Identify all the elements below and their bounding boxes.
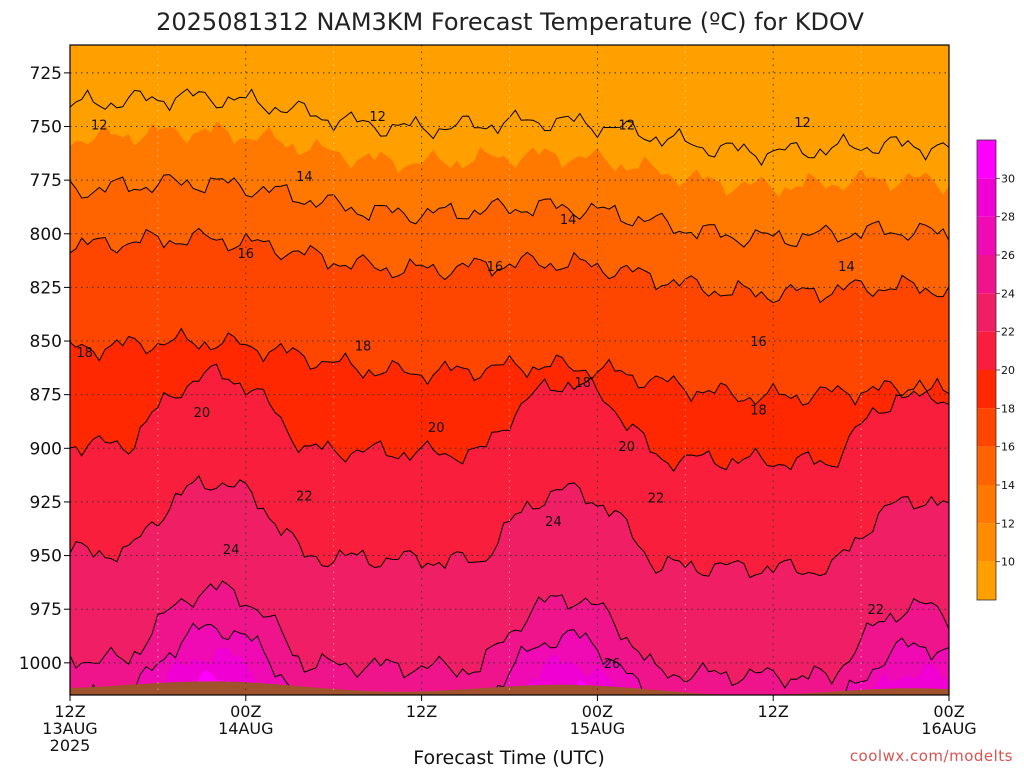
contour-label-13: 18 bbox=[750, 404, 767, 419]
y-tick-label-1000: 1000 bbox=[19, 654, 62, 674]
x-tick-label-5-0: 00Z bbox=[933, 702, 964, 721]
plot-frame bbox=[69, 44, 950, 696]
y-tick-label-850: 850 bbox=[30, 332, 62, 352]
contour-label-12: 18 bbox=[574, 376, 591, 391]
colorbar-band-2 bbox=[977, 485, 996, 524]
contour-label-0: 12 bbox=[91, 118, 108, 133]
colorbar-label-9: 28 bbox=[1001, 211, 1015, 224]
colorbar-label-4: 18 bbox=[1001, 402, 1015, 415]
colorbar-band-7 bbox=[977, 293, 996, 332]
x-tick-label-1-1: 14AUG bbox=[218, 719, 273, 738]
contour-label-6: 14 bbox=[838, 260, 855, 275]
colorbar-band-1 bbox=[977, 523, 996, 562]
colorbar-label-3: 16 bbox=[1001, 441, 1015, 454]
colorbar-band-11 bbox=[977, 140, 996, 179]
contour-label-20: 24 bbox=[223, 543, 240, 558]
contour-label-8: 16 bbox=[487, 260, 504, 275]
contour-label-5: 14 bbox=[560, 213, 577, 228]
x-tick-label-5-1: 16AUG bbox=[921, 719, 976, 738]
grid-lines bbox=[70, 45, 949, 695]
colorbar: 10 12 14 16 18 20 22 24 26 28 30 bbox=[976, 139, 1015, 601]
contour-label-2: 12 bbox=[618, 118, 635, 133]
colorbar-band-0 bbox=[977, 561, 996, 600]
colorbar-band-4 bbox=[977, 408, 996, 447]
colorbar-label-0: 10 bbox=[1001, 556, 1015, 569]
contour-labels: 12 12 12 12 14 14 14 16 16 16 18 18 18 18 20 20 20 22 22 22… bbox=[76, 110, 884, 672]
temperature-bands bbox=[70, 45, 949, 695]
contour-label-22: 26 bbox=[604, 657, 621, 672]
y-tick-label-750: 750 bbox=[30, 118, 62, 138]
y-tick-label-900: 900 bbox=[30, 439, 62, 459]
y-tick-label-925: 925 bbox=[30, 493, 62, 513]
colorbar-label-10: 30 bbox=[1001, 172, 1015, 185]
contour-22 bbox=[70, 475, 949, 579]
plot-area bbox=[70, 45, 949, 695]
contour-label-21: 24 bbox=[545, 515, 562, 530]
colorbar-band-5 bbox=[977, 370, 996, 409]
x-tick-label-1-0: 00Z bbox=[230, 702, 261, 721]
chart-title: 2025081312 NAM3KM Forecast Temperature (… bbox=[156, 8, 864, 36]
x-tick-label-0-2: 2025 bbox=[50, 736, 91, 755]
colorbar-label-8: 26 bbox=[1001, 249, 1015, 262]
x-tick-label-0-1: 13AUG bbox=[42, 719, 97, 738]
y-tick-label-950: 950 bbox=[30, 547, 62, 567]
contour-label-4: 14 bbox=[296, 170, 313, 185]
y-axis: 725 750 775 800 825 850 875 900 925 950 975 1000 bbox=[19, 64, 70, 674]
contour-26 bbox=[80, 622, 949, 695]
colorbar-band-8 bbox=[977, 255, 996, 294]
contour-label-1: 12 bbox=[369, 110, 386, 125]
colorbar-label-1: 12 bbox=[1001, 517, 1015, 530]
contour-label-18: 22 bbox=[648, 492, 665, 507]
contour-label-11: 18 bbox=[355, 339, 372, 354]
colorbar-label-6: 22 bbox=[1001, 326, 1015, 339]
y-tick-label-875: 875 bbox=[30, 386, 62, 406]
credit-text: coolwx.com/modelts bbox=[850, 747, 1013, 765]
contour-label-3: 12 bbox=[794, 116, 811, 131]
colorbar-band-9 bbox=[977, 216, 996, 255]
colorbar-label-7: 24 bbox=[1001, 287, 1015, 300]
x-tick-label-3-1: 15AUG bbox=[570, 719, 625, 738]
x-tick-label-4-0: 12Z bbox=[758, 702, 789, 721]
contour-label-14: 20 bbox=[194, 406, 211, 421]
colorbar-label-2: 14 bbox=[1001, 479, 1015, 492]
x-tick-label-2-0: 12Z bbox=[406, 702, 437, 721]
colorbar-label-5: 20 bbox=[1001, 364, 1015, 377]
contour-24 bbox=[70, 580, 949, 689]
colorbar-band-6 bbox=[977, 331, 996, 370]
x-tick-label-0-0: 12Z bbox=[54, 702, 85, 721]
x-axis-title: Forecast Time (UTC) bbox=[413, 747, 604, 768]
y-tick-label-825: 825 bbox=[30, 278, 62, 298]
y-tick-label-800: 800 bbox=[30, 225, 62, 245]
terrain-surface bbox=[70, 681, 949, 695]
colorbar-band-3 bbox=[977, 446, 996, 485]
contour-label-19: 22 bbox=[867, 603, 884, 618]
contour-label-9: 16 bbox=[750, 335, 767, 350]
contour-label-7: 16 bbox=[238, 247, 255, 262]
contour-label-10: 18 bbox=[76, 346, 93, 361]
y-tick-label-725: 725 bbox=[30, 64, 62, 84]
contour-18 bbox=[70, 327, 949, 406]
y-tick-label-775: 775 bbox=[30, 171, 62, 191]
contour-label-17: 22 bbox=[296, 489, 313, 504]
band-below-10 bbox=[70, 45, 949, 198]
colorbar-band-10 bbox=[977, 178, 996, 217]
y-tick-label-975: 975 bbox=[30, 600, 62, 620]
contour-label-16: 20 bbox=[618, 440, 635, 455]
contour-20 bbox=[70, 363, 949, 473]
x-tick-label-3-0: 00Z bbox=[582, 702, 613, 721]
contour-label-15: 20 bbox=[428, 421, 445, 436]
